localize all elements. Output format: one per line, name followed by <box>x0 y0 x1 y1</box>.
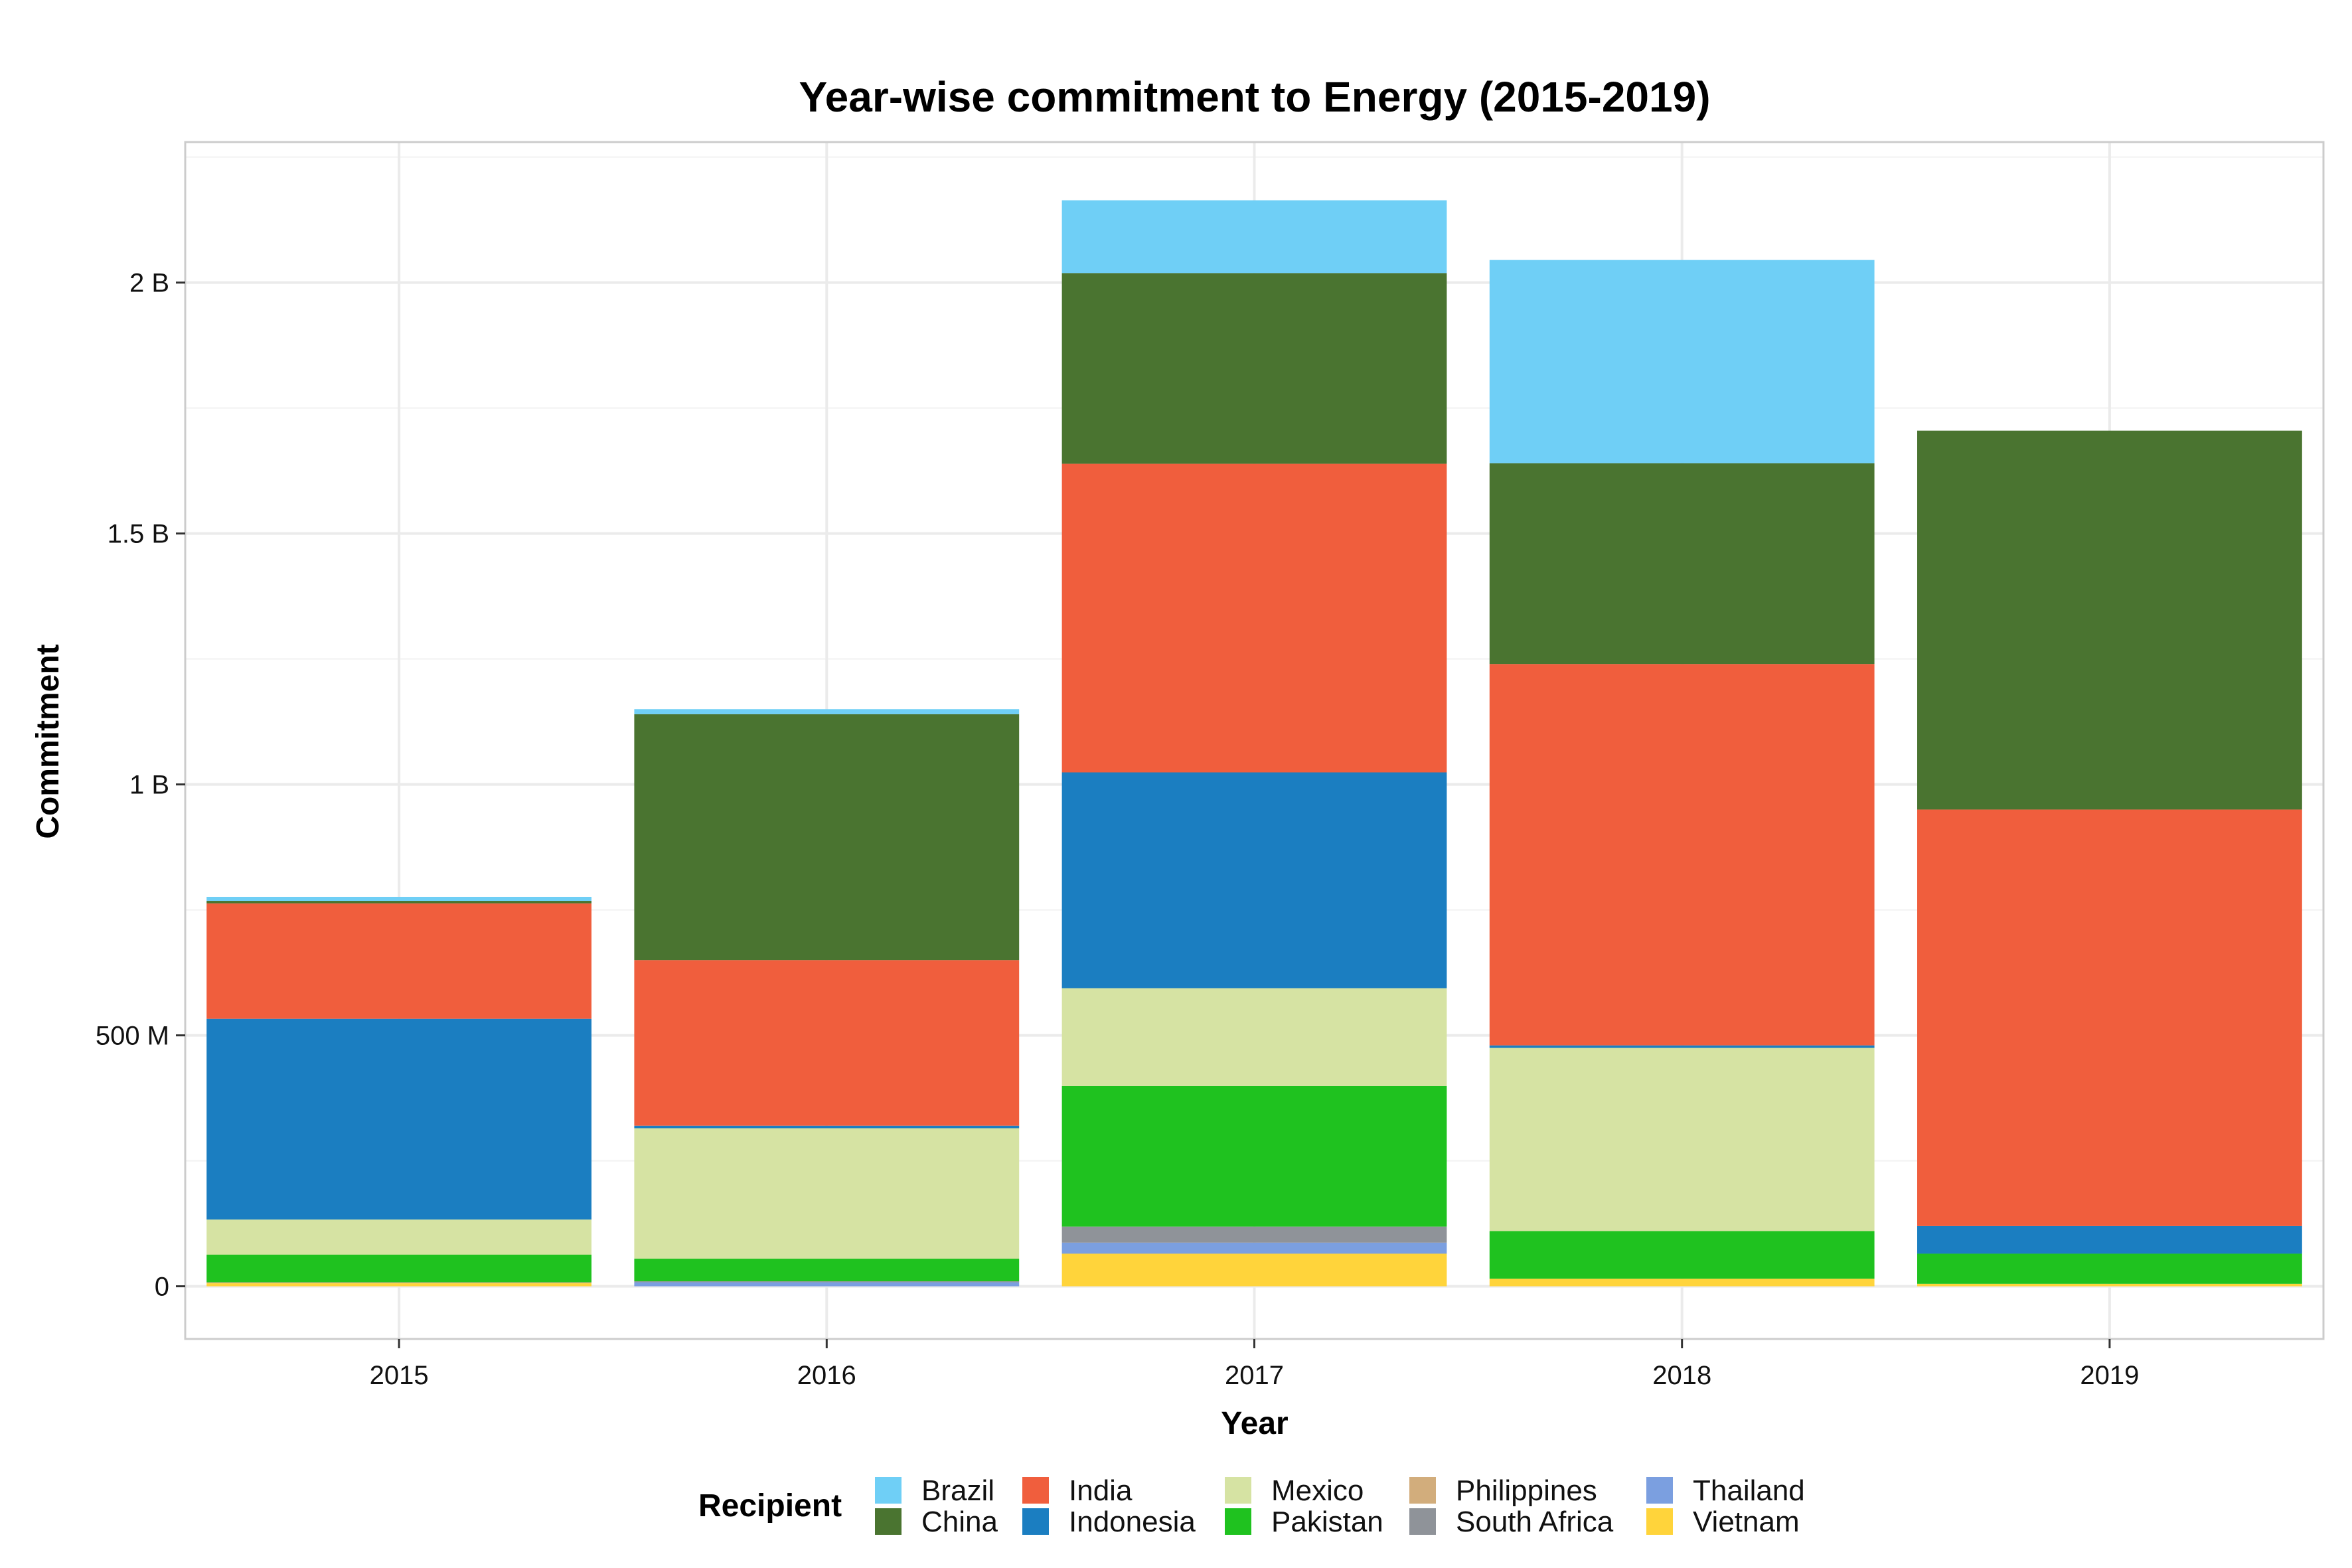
bar-segment-vietnam-2018 <box>1489 1279 1875 1287</box>
bar-segment-indonesia-2018 <box>1489 1045 1875 1048</box>
legend-key <box>1646 1508 1673 1535</box>
legend-key <box>875 1508 902 1535</box>
legend-title: Recipient <box>698 1488 842 1524</box>
legend-item-india: India <box>1022 1474 1133 1507</box>
bar-segment-china-2018 <box>1489 463 1875 665</box>
bar-segment-indonesia-2017 <box>1061 772 1447 988</box>
bar-segment-india-2016 <box>634 960 1020 1126</box>
bar-segment-vietnam-2019 <box>1917 1283 2302 1287</box>
bar-segment-thailand-2016 <box>634 1282 1020 1287</box>
bar-segment-pakistan-2018 <box>1489 1231 1875 1279</box>
legend-item-vietnam: Vietnam <box>1646 1506 1800 1538</box>
bar-segment-pakistan-2019 <box>1917 1253 2302 1284</box>
y-tick-label: 2 B <box>129 269 169 298</box>
bar-segment-mexico-2017 <box>1061 988 1447 1086</box>
x-axis: 2015 2016 2017 2018 2019 <box>370 1339 2139 1390</box>
bar-stack-2017 <box>1061 200 1447 1287</box>
legend-key <box>875 1477 902 1504</box>
legend-item-mexico: Mexico <box>1225 1474 1364 1507</box>
legend-label: Vietnam <box>1693 1506 1800 1538</box>
bar-segment-pakistan-2015 <box>206 1254 591 1283</box>
x-tick-label: 2017 <box>1225 1361 1284 1390</box>
legend-item-china: China <box>875 1506 998 1538</box>
legend-item-thailand: Thailand <box>1646 1474 1805 1507</box>
legend-key <box>1225 1508 1251 1535</box>
bar-segment-brazil-2018 <box>1489 260 1875 463</box>
bar-segment-china-2017 <box>1061 273 1447 464</box>
y-tick-label: 0 <box>155 1273 169 1302</box>
legend-key <box>1225 1477 1251 1504</box>
bar-segment-brazil-2016 <box>634 709 1020 714</box>
bar-segment-india-2018 <box>1489 664 1875 1046</box>
bar-stack-2018 <box>1489 260 1875 1287</box>
legend-label: Mexico <box>1271 1474 1364 1507</box>
legend-key <box>1022 1508 1049 1535</box>
legend-item-south-africa: South Africa <box>1409 1506 1614 1538</box>
y-tick-label: 1.5 B <box>108 520 169 549</box>
x-tick-label: 2018 <box>1652 1361 1711 1390</box>
y-axis-title: Commitment <box>31 644 66 838</box>
y-tick-label: 500 M <box>96 1022 169 1051</box>
legend-key <box>1409 1477 1436 1504</box>
legend-label: Brazil <box>921 1474 994 1507</box>
bar-stack-2019 <box>1917 430 2302 1287</box>
bar-segment-pakistan-2016 <box>634 1259 1020 1282</box>
y-tick-label: 1 B <box>129 771 169 800</box>
legend-label: South Africa <box>1456 1506 1614 1538</box>
bar-segment-philippines-2015 <box>206 1282 591 1284</box>
bar-segment-indonesia-2016 <box>634 1125 1020 1129</box>
bar-segment-china-2016 <box>634 714 1020 961</box>
bar-segment-china-2019 <box>1917 430 2302 810</box>
legend-label: Thailand <box>1693 1474 1805 1507</box>
legend-label: Pakistan <box>1271 1506 1383 1538</box>
bar-segment-mexico-2015 <box>206 1219 591 1255</box>
legend-item-indonesia: Indonesia <box>1022 1506 1196 1538</box>
legend-label: China <box>921 1506 998 1538</box>
y-axis: 0 500 M 1 B 1.5 B 2 B <box>96 269 185 1302</box>
bar-segment-mexico-2016 <box>634 1128 1020 1259</box>
bar-segment-india-2017 <box>1061 463 1447 773</box>
bar-segment-south-africa-2017 <box>1061 1226 1447 1243</box>
legend-item-philippines: Philippines <box>1409 1474 1597 1507</box>
bar-segment-india-2019 <box>1917 809 2302 1226</box>
chart-title: Year-wise commitment to Energy (2015-201… <box>799 73 1711 121</box>
x-tick-label: 2015 <box>370 1361 429 1390</box>
bar-segment-indonesia-2015 <box>206 1018 591 1220</box>
bar-segment-brazil-2015 <box>206 896 591 902</box>
legend-key <box>1409 1508 1436 1535</box>
bar-stack-2016 <box>634 709 1020 1287</box>
legend-key <box>1022 1477 1049 1504</box>
bar-segment-mexico-2018 <box>1489 1048 1875 1231</box>
bar-stack-2015 <box>206 896 591 1287</box>
bar-segment-vietnam-2017 <box>1061 1253 1447 1287</box>
legend-label: Indonesia <box>1069 1506 1196 1538</box>
x-tick-label: 2019 <box>2080 1361 2139 1390</box>
legend-item-pakistan: Pakistan <box>1225 1506 1383 1538</box>
bar-segment-vietnam-2015 <box>206 1283 591 1287</box>
bar-segment-china-2015 <box>206 901 591 903</box>
x-axis-title: Year <box>1221 1406 1288 1441</box>
x-tick-label: 2016 <box>797 1361 856 1390</box>
bar-segment-india-2015 <box>206 903 591 1019</box>
legend-key <box>1646 1477 1673 1504</box>
legend-label: Philippines <box>1456 1474 1597 1507</box>
bar-segment-thailand-2017 <box>1061 1242 1447 1254</box>
bar-segment-indonesia-2019 <box>1917 1225 2302 1254</box>
bar-segment-pakistan-2017 <box>1061 1085 1447 1227</box>
bar-segment-brazil-2017 <box>1061 200 1447 274</box>
legend-label: India <box>1069 1474 1133 1507</box>
bar-segment-south-africa-2016 <box>634 1281 1020 1283</box>
legend-item-brazil: Brazil <box>875 1474 994 1507</box>
bars <box>206 200 2302 1287</box>
